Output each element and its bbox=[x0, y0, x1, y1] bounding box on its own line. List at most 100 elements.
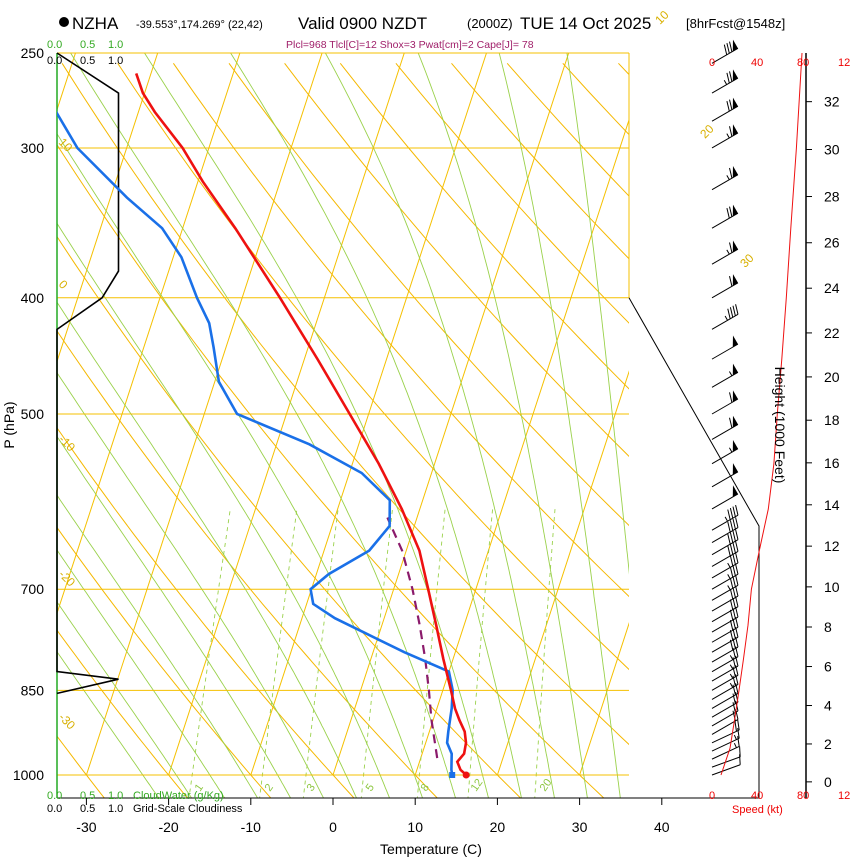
y-axis-label: P (hPa) bbox=[1, 401, 17, 448]
wind-barb-flag bbox=[729, 555, 734, 567]
mixing-ratio-line bbox=[302, 508, 339, 798]
wind-barb-staff bbox=[711, 656, 739, 673]
moist-adiabat-line bbox=[498, 53, 621, 798]
wind-barb-flag bbox=[734, 720, 737, 732]
height-tick-label: 24 bbox=[824, 280, 840, 296]
forecast-info: [8hrFcst@1548z] bbox=[686, 16, 785, 31]
cloud-scale-bottom: 0.0 0.5 1.0 CloudWater (g/Kg) 0.0 0.5 1.… bbox=[47, 790, 243, 815]
dry-adiabat-line bbox=[841, 63, 850, 800]
dry-adiabat-line bbox=[57, 629, 189, 798]
forecast-date: TUE 14 Oct 2025 bbox=[520, 14, 651, 33]
valid-time: Valid 0900 NZDT bbox=[298, 14, 427, 33]
moist-adiabat-line bbox=[57, 650, 160, 798]
wind-barb-pennant bbox=[732, 124, 738, 136]
wind-barb-staff bbox=[711, 398, 739, 415]
height-tick-label: 14 bbox=[824, 497, 840, 513]
svg-text:1.0: 1.0 bbox=[108, 55, 123, 67]
wind-barb-staff bbox=[711, 471, 739, 488]
svg-text:0.5: 0.5 bbox=[80, 39, 95, 51]
cloud-water-label: CloudWater (g/Kg) bbox=[133, 790, 224, 802]
dry-adiabat-line bbox=[395, 62, 629, 324]
wind-barb-flag bbox=[732, 576, 736, 587]
wind-barb-half-flag bbox=[724, 315, 729, 321]
wind-barb-staff bbox=[711, 729, 740, 744]
wind-barb-flag bbox=[727, 308, 731, 319]
wind-barb-staff bbox=[711, 423, 739, 440]
isotherm-line bbox=[662, 53, 850, 775]
moist-adiabat-line bbox=[230, 53, 522, 798]
dry-adiabat-line bbox=[61, 63, 629, 746]
cloudiness-label: Grid-Scale Cloudiness bbox=[133, 803, 243, 815]
svg-text:0.0: 0.0 bbox=[47, 55, 62, 67]
pressure-tick-label: 400 bbox=[21, 290, 45, 306]
wind-barb-pennant bbox=[732, 69, 738, 82]
moist-adiabat-lines bbox=[57, 53, 629, 798]
dry-adiabat-line bbox=[730, 63, 850, 800]
wind-barb-staff bbox=[711, 684, 739, 700]
height-tick-label: 30 bbox=[824, 142, 840, 158]
wind-barb-half-flag bbox=[728, 447, 733, 453]
wind-barb-staff bbox=[711, 646, 739, 663]
mixing-ratio-label: 2 bbox=[263, 782, 276, 794]
dry-adiabat-line bbox=[172, 63, 629, 598]
svg-text:0.5: 0.5 bbox=[80, 790, 95, 802]
x-tick-label: 30 bbox=[572, 819, 588, 835]
wind-barb-staff bbox=[711, 710, 739, 727]
svg-text:80: 80 bbox=[797, 57, 809, 69]
height-tick-label: 18 bbox=[824, 412, 840, 428]
wind-barb-staff bbox=[711, 562, 739, 579]
dry-adiabat-lines bbox=[57, 62, 850, 800]
surface-dewpoint-marker bbox=[449, 772, 456, 778]
wind-barb-half-flag bbox=[729, 664, 734, 670]
wind-barb-staff bbox=[711, 282, 739, 299]
isotherm-line bbox=[579, 622, 629, 776]
mixing-ratio-label: 20 bbox=[538, 777, 555, 794]
wind-barb-flag bbox=[729, 578, 734, 589]
pressure-tick-label: 500 bbox=[21, 406, 45, 422]
pressure-tick-label: 850 bbox=[21, 682, 45, 698]
wind-barb-flag bbox=[729, 532, 734, 543]
station-coords: -39.553°,174.269° (22,42) bbox=[136, 19, 263, 31]
mixing-ratio-label: 5 bbox=[364, 782, 377, 794]
wind-barb-flag bbox=[729, 276, 733, 287]
wind-barb-flag bbox=[732, 565, 736, 576]
wind-barb-staff bbox=[711, 701, 739, 718]
svg-text:12: 12 bbox=[838, 57, 850, 69]
wind-speed-scale-bottom: 0 40 80 12 Speed (kt) bbox=[709, 790, 850, 816]
wind-barb-flag bbox=[732, 587, 736, 598]
pressure-tick-label: 300 bbox=[21, 140, 45, 156]
height-tick-label: 6 bbox=[824, 659, 832, 675]
wind-barbs bbox=[711, 39, 741, 776]
height-tick-label: 0 bbox=[824, 774, 832, 790]
wind-barb-flag bbox=[729, 566, 734, 578]
station-id: NZHA bbox=[72, 14, 119, 33]
temperature-axis-ticks: -30 -20 -10 0 10 20 30 40 bbox=[76, 798, 670, 835]
height-tick-label: 32 bbox=[824, 94, 840, 110]
isotherm-label: -20 bbox=[56, 567, 78, 589]
wind-barb-staff bbox=[711, 550, 739, 567]
dry-adiabat-line bbox=[284, 62, 629, 457]
svg-text:0.0: 0.0 bbox=[47, 39, 62, 51]
wind-barb-staff bbox=[711, 573, 739, 590]
wind-barb-flag bbox=[727, 545, 731, 557]
wind-barb-pennant bbox=[732, 335, 738, 348]
mixing-ratio-label: 12 bbox=[469, 777, 486, 794]
wind-barb-staff bbox=[711, 105, 739, 122]
wind-barb-flag bbox=[732, 702, 736, 713]
wind-barb-flag bbox=[732, 542, 736, 554]
wind-barb-half-flag bbox=[727, 562, 731, 568]
wind-barb-staff bbox=[711, 636, 739, 653]
svg-text:40: 40 bbox=[751, 790, 763, 802]
moist-adiabat-line bbox=[57, 222, 391, 798]
wind-barb-staff bbox=[711, 248, 739, 265]
wind-barb-flag bbox=[729, 520, 734, 531]
mixing-ratio-line bbox=[188, 508, 231, 798]
wind-barb-flag bbox=[735, 563, 739, 575]
svg-text:1.0: 1.0 bbox=[108, 790, 123, 802]
wind-barb-staff bbox=[711, 174, 739, 191]
svg-text:12: 12 bbox=[838, 790, 850, 802]
wind-barb-half-flag bbox=[727, 585, 731, 591]
wind-barb-flag bbox=[732, 518, 736, 530]
